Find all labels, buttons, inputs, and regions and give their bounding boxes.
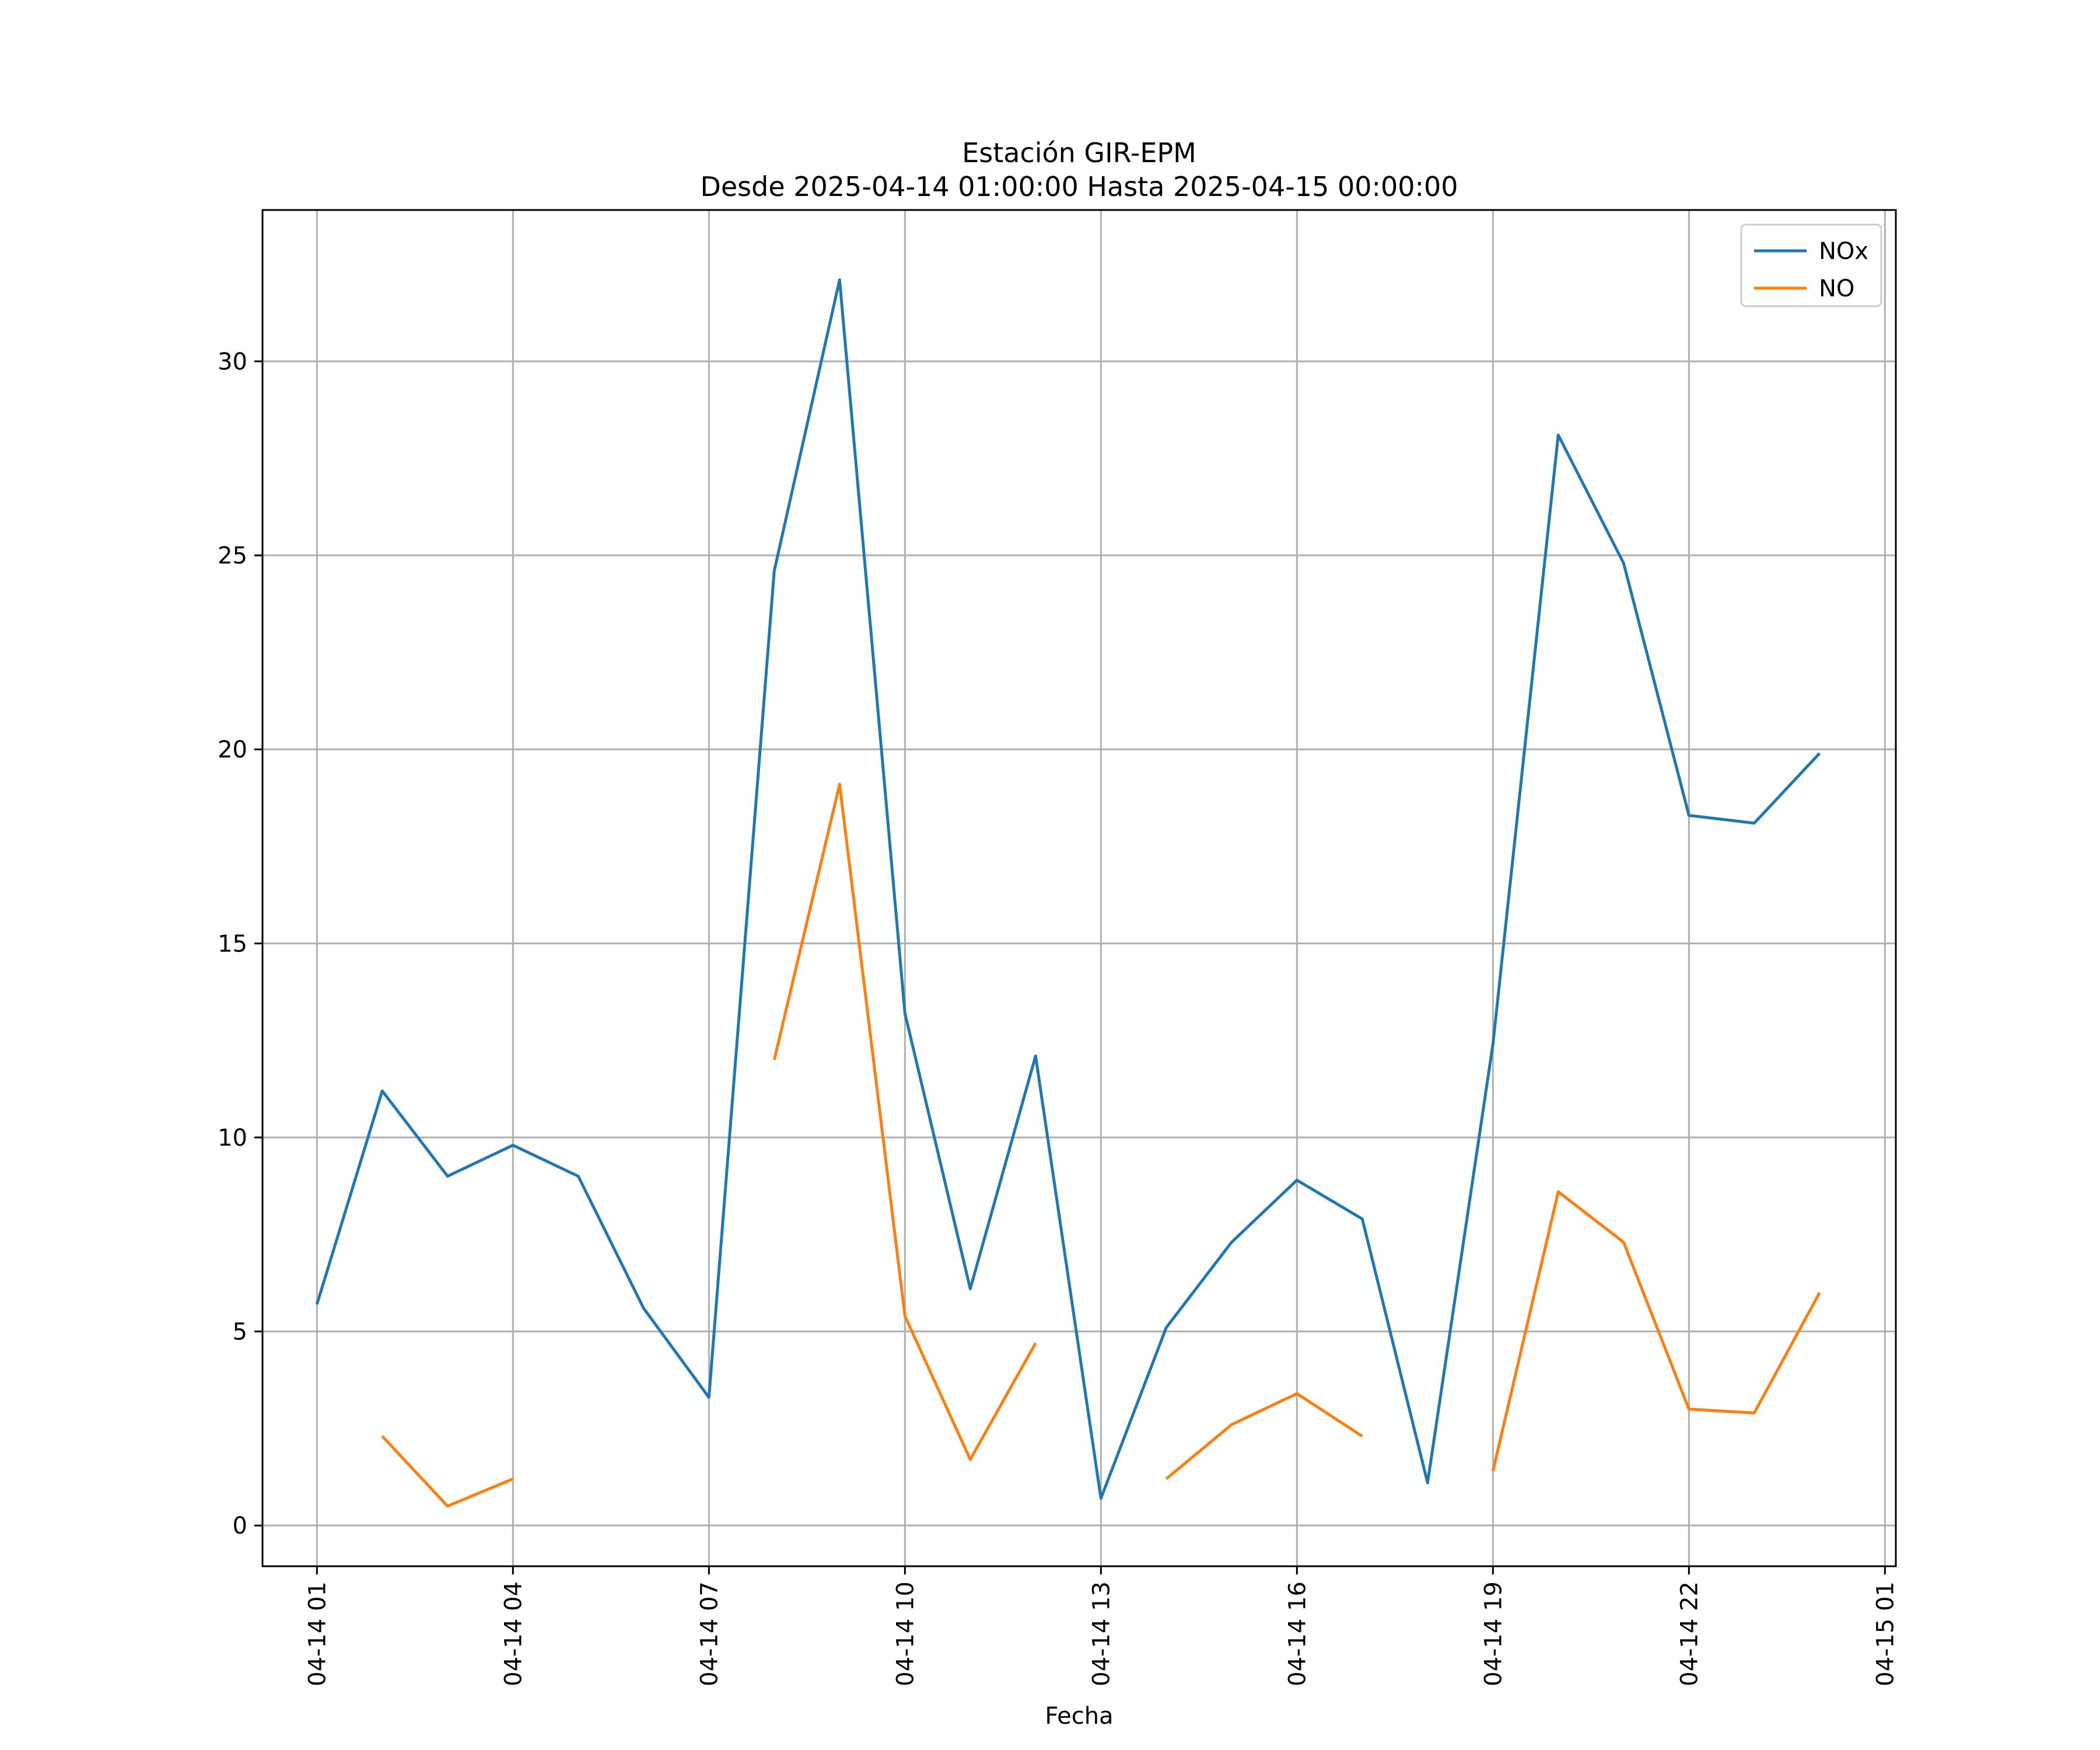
x-tick-label: 04-15 01 — [1872, 1581, 1899, 1686]
grid — [262, 210, 1896, 1566]
x-axis-ticks: 04-14 01 04-14 04 04-14 07 04-14 10 04-14 13… — [304, 1566, 1899, 1686]
y-tick-label: 5 — [233, 1319, 247, 1346]
x-tick-label: 04-14 22 — [1676, 1581, 1703, 1686]
x-axis-label: Fecha — [1045, 1703, 1113, 1730]
y-tick-label: 30 — [218, 348, 247, 375]
y-tick-label: 0 — [233, 1513, 247, 1539]
x-tick-label: 04-14 10 — [892, 1581, 919, 1686]
y-tick-label: 15 — [218, 930, 247, 957]
x-tick-label: 04-14 04 — [500, 1581, 527, 1686]
y-tick-label: 10 — [218, 1125, 247, 1152]
chart-title: Estación GIR-EPM — [962, 137, 1196, 169]
legend: NOx NO — [1740, 223, 1882, 307]
y-tick-label: 25 — [218, 542, 247, 569]
y-tick-label: 20 — [218, 737, 247, 764]
series-line-no — [1491, 1190, 1821, 1472]
plot-area-frame — [261, 209, 1897, 1567]
x-tick-label: 04-14 19 — [1480, 1581, 1507, 1686]
series-lines — [315, 278, 1821, 1508]
chart-subtitle: Desde 2025-04-14 01:00:00 Hasta 2025-04-… — [700, 171, 1458, 202]
x-tick-label: 04-14 13 — [1088, 1581, 1115, 1686]
x-tick-label: 04-14 07 — [696, 1581, 723, 1686]
series-line-nox — [315, 278, 1821, 1500]
series-line-no — [1165, 1392, 1363, 1480]
x-tick-label: 04-14 16 — [1284, 1581, 1311, 1686]
legend-label-nox: NOx — [1819, 238, 1868, 265]
legend-label-no: NO — [1819, 275, 1854, 302]
y-axis-ticks: 0 5 10 15 20 25 30 — [218, 348, 262, 1539]
x-tick-label: 04-14 01 — [304, 1581, 331, 1686]
series-line-no — [381, 1435, 514, 1508]
legend-box — [1740, 223, 1882, 307]
series-line-no — [772, 783, 1037, 1461]
